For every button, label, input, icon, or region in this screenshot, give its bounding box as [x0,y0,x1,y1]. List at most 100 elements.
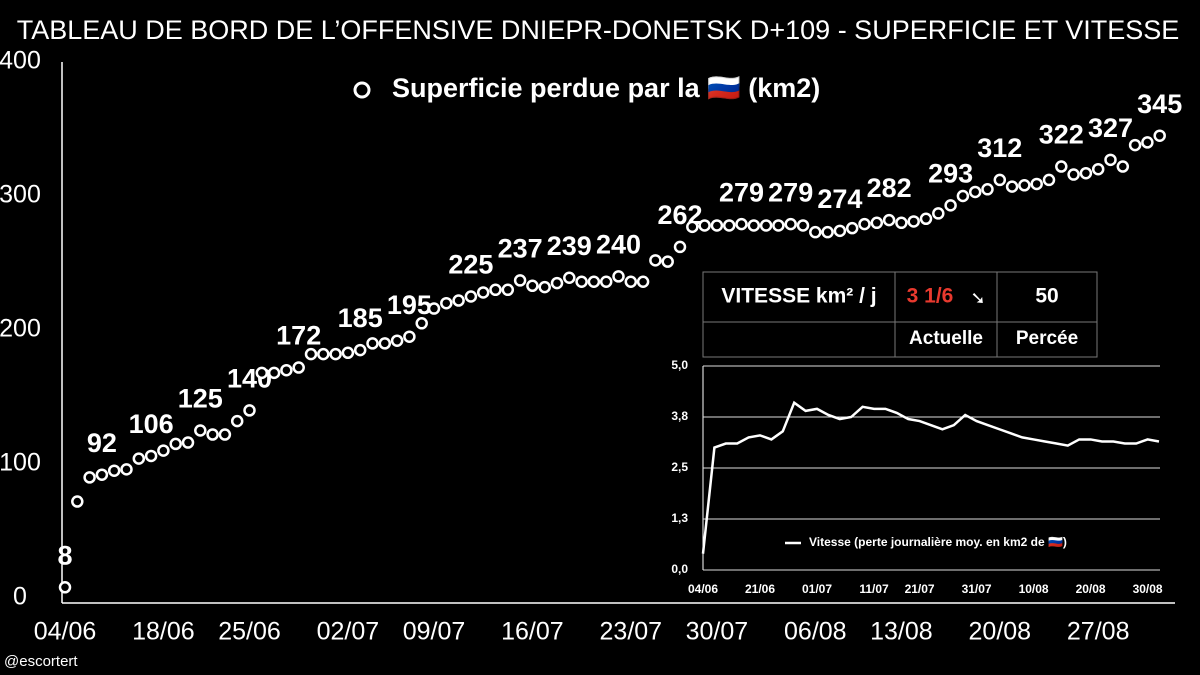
data-point [710,219,724,232]
data-point [636,275,650,289]
data-point [206,428,219,441]
data-point [218,428,232,441]
x-tick-label: 10/08 [1019,582,1049,596]
data-point [698,219,711,232]
data-label: 239 [547,231,592,261]
data-label: 274 [817,184,862,214]
data-label: 92 [87,428,117,458]
speed-table [702,271,1098,358]
data-point [132,452,146,465]
data-point [845,221,859,235]
data-point [833,224,847,238]
data-point [329,347,342,361]
data-point [1055,160,1068,173]
data-point [378,337,392,350]
data-label: 345 [1137,89,1182,119]
breakthrough-label: Percée [1016,328,1078,349]
data-point [1005,180,1019,193]
x-tick-label: 16/07 [501,618,564,646]
data-point [1116,160,1130,173]
x-tick-label: 11/07 [859,582,889,596]
legend-marker [353,81,371,99]
credit: @escortert [4,653,78,670]
data-point [722,219,736,232]
data-point [784,217,797,231]
data-point [415,317,428,330]
data-point [882,213,896,227]
data-point [821,225,834,239]
data-label: 322 [1039,120,1084,150]
data-label: 240 [596,230,641,260]
legend-label: Vitesse (perte journalière moy. en km2 d… [809,535,1067,549]
x-tick-label: 30/07 [686,618,749,646]
data-point [353,343,367,357]
data-point [587,275,601,289]
data-label: 282 [867,173,912,203]
data-label: 185 [338,303,383,333]
data-point [1141,136,1154,149]
speed-line [701,400,1160,554]
breakthrough-speed: 50 [1035,285,1058,308]
data-point [686,220,699,234]
y-tick-label: 5,0 [671,358,688,372]
data-point [624,275,638,289]
x-tick-label: 13/08 [870,618,933,646]
data-point [501,283,515,297]
current-speed: 3 1/6 [907,285,954,308]
data-point [95,468,109,481]
data-point [538,280,551,294]
data-point [858,217,871,231]
data-point [120,463,133,476]
data-point [267,366,281,380]
data-point [181,436,195,449]
data-label: 237 [498,234,543,264]
data-point [107,464,121,477]
data-point [58,581,72,594]
x-tick-label: 04/06 [34,618,97,646]
data-point [1104,153,1117,167]
data-point [772,219,785,232]
data-point [440,296,453,310]
data-point [968,185,982,199]
x-tick-label: 27/08 [1067,618,1130,646]
data-point [304,347,318,361]
data-point [1030,177,1043,191]
data-point [932,207,945,220]
data-point [870,216,884,230]
data-point [599,275,613,289]
y-tick-label: 200 [0,315,41,343]
data-point [1153,129,1166,142]
data-point [280,363,293,377]
data-point [230,414,244,428]
data-label: 106 [129,409,174,439]
x-tick-label: 06/08 [784,618,847,646]
data-label: 279 [719,177,764,207]
data-label: 293 [928,159,973,189]
data-label: 195 [387,290,432,320]
data-point [895,216,908,230]
x-tick-label: 20/08 [1076,582,1106,596]
x-tick-label: 21/06 [745,582,775,596]
data-point [194,424,207,437]
data-point [550,276,564,290]
trend-arrow: ➘ [970,288,985,308]
data-point [292,361,305,374]
x-tick-label: 09/07 [403,618,466,646]
data-point [71,495,84,508]
data-point [907,215,920,228]
y-tick-label: 1,3 [671,511,688,525]
data-label: 279 [768,177,813,207]
data-point [1018,179,1031,192]
data-label: 125 [178,384,223,414]
data-point [673,240,687,254]
data-point [919,212,933,226]
current-label: Actuelle [909,328,983,349]
data-point [575,275,588,289]
data-point [944,199,957,212]
data-point [1067,168,1080,181]
y-tick-label: 100 [0,449,41,477]
x-tick-label: 30/08 [1133,582,1163,596]
data-point [243,404,256,417]
x-tick-label: 18/06 [132,618,195,646]
